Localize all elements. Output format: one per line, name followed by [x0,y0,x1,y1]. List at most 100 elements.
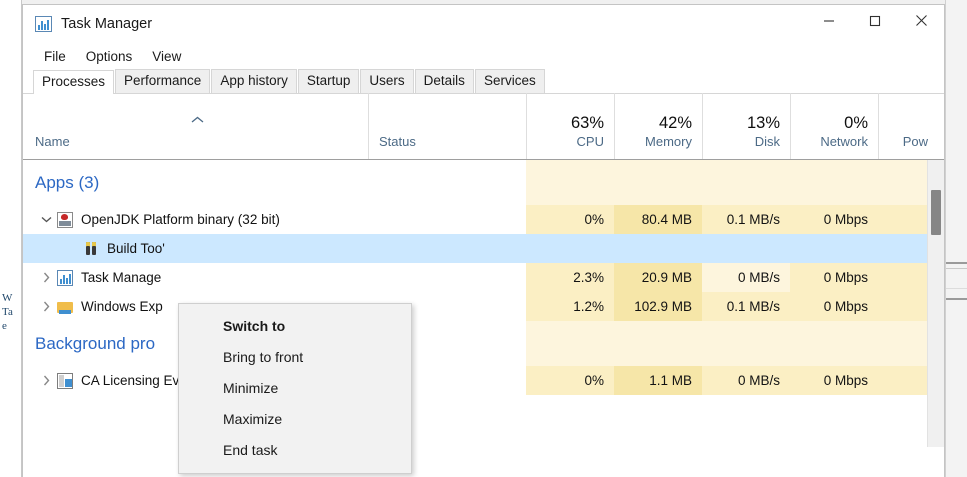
column-header-name[interactable]: Name [23,93,368,159]
row-disk [702,234,790,263]
row-memory: 80.4 MB [614,205,702,234]
row-status [368,263,526,292]
row-cpu: 0% [526,205,614,234]
apps-group-title: Apps (3) [35,172,100,192]
folder-icon [57,299,73,315]
row-network [790,234,878,263]
column-label-status: Status [379,134,416,149]
tab-strip: Processes Performance App history Startu… [23,69,944,94]
row-network: 0 Mbps [790,263,878,292]
menu-view[interactable]: View [152,48,182,64]
java-icon [57,211,73,228]
row-label: Build Too' [107,241,165,256]
window-controls [806,5,944,36]
column-label-cpu: CPU [576,134,604,149]
row-disk: 0.1 MB/s [702,205,790,234]
tab-app-history[interactable]: App history [211,69,297,93]
window-title: Task Manager [61,16,153,32]
scrollbar-thumb[interactable] [931,190,941,235]
context-menu-item-bring-to-front[interactable]: Bring to front [223,348,304,365]
menu-bar: File Options View [23,43,944,69]
title-bar[interactable]: Task Manager [23,5,944,43]
network-total-pct: 0% [844,114,868,132]
row-label: Task Manage [81,270,162,285]
column-label-power: Pow [902,134,928,149]
menu-file[interactable]: File [44,48,66,64]
column-label-memory: Memory [645,134,692,149]
column-label-name: Name [35,134,70,149]
apps-group-header[interactable]: Apps (3) [23,160,944,205]
table-row[interactable]: CA Licensing Event Log Manage 0% 1.1 MB … [23,366,944,395]
maximize-button[interactable] [852,5,898,36]
column-header-network[interactable]: 0% Network [790,93,878,159]
chevron-right-icon[interactable] [35,301,57,312]
column-header-power[interactable]: Pow [878,93,938,159]
task-manager-window: Task Manager File Options View Processes… [22,4,945,477]
bg-fragment-1: Ta [2,306,13,318]
row-cpu: 2.3% [526,263,614,292]
column-header-disk[interactable]: 13% Disk [702,93,790,159]
row-cpu: 0% [526,366,614,395]
context-menu-item-maximize[interactable]: Maximize [223,410,283,427]
column-header-memory[interactable]: 42% Memory [614,93,702,159]
chevron-right-icon[interactable] [35,375,57,386]
chevron-down-icon[interactable] [35,216,57,223]
task-manager-chart-icon [35,16,52,32]
tab-processes[interactable]: Processes [33,70,115,94]
row-network: 0 Mbps [790,292,878,321]
background-processes-group-header[interactable]: Background pro [23,321,944,366]
tab-performance[interactable]: Performance [115,69,211,93]
table-row[interactable]: OpenJDK Platform binary (32 bit) 0% 80.4… [23,205,944,234]
context-menu-item-minimize[interactable]: Minimize [223,379,279,396]
row-disk: 0 MB/s [702,263,790,292]
row-memory: 102.9 MB [614,292,702,321]
tab-startup[interactable]: Startup [297,69,360,93]
table-row[interactable]: Windows Exp 1.2% 102.9 MB 0.1 MB/s 0 Mbp… [23,292,944,321]
memory-total-pct: 42% [658,114,692,132]
tab-details[interactable]: Details [414,69,474,93]
column-header-cpu[interactable]: 63% CPU [526,93,614,159]
bg-fragment-0: W [2,292,13,304]
tools-icon [83,241,99,257]
bg-right-line-1 [946,262,967,264]
event-log-icon [57,372,73,389]
column-label-disk: Disk [754,134,780,149]
menu-options[interactable]: Options [85,48,133,64]
close-button[interactable] [898,5,944,36]
row-cpu [526,234,614,263]
row-disk: 0 MB/s [702,366,790,395]
disk-total-pct: 13% [746,114,780,132]
row-network: 0 Mbps [790,366,878,395]
table-row[interactable]: Task Manage 2.3% 20.9 MB 0 MB/s 0 Mbps [23,263,944,292]
cpu-total-pct: 63% [570,114,604,132]
task-manager-chart-icon [57,269,73,286]
row-label: OpenJDK Platform binary (32 bit) [81,212,280,227]
table-row[interactable]: Build Too' [23,234,944,263]
tab-users[interactable]: Users [360,69,414,93]
row-network: 0 Mbps [790,205,878,234]
row-memory: 20.9 MB [614,263,702,292]
column-label-network: Network [820,134,868,149]
background-window-left: W Ta e [0,0,22,477]
bg-right-line-4 [946,298,967,300]
process-list: Apps (3) OpenJDK Platform binary (32 bit… [23,160,944,447]
row-label: Windows Exp [81,299,163,314]
bg-right-line-2 [946,268,967,269]
context-menu-item-switch-to[interactable]: Switch to [223,317,286,334]
minimize-button[interactable] [806,5,852,36]
row-status [368,205,526,234]
tab-services[interactable]: Services [474,69,545,93]
vertical-scrollbar[interactable] [927,160,944,447]
background-processes-group-title: Background pro [35,333,156,353]
row-status [368,234,526,263]
background-window-right [945,0,967,477]
row-memory [614,234,702,263]
row-cpu: 1.2% [526,292,614,321]
column-header-row: Name Status 63% CPU 42% Memory 13% Disk … [23,93,944,160]
bg-fragment-2: e [2,320,7,332]
chevron-right-icon[interactable] [35,272,57,283]
bg-right-line-3 [946,288,967,289]
column-header-status[interactable]: Status [368,93,526,159]
context-menu-item-end-task[interactable]: End task [223,441,278,458]
